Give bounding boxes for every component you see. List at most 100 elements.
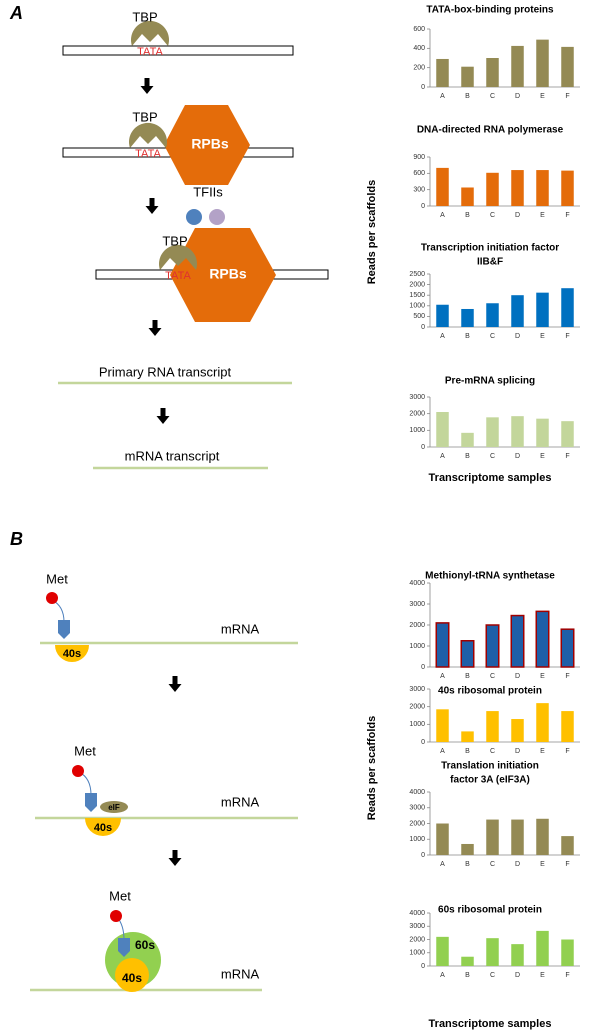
x-tick-label: A <box>440 972 445 979</box>
mrna-label: mRNA <box>221 966 260 981</box>
chart-title: Methionyl-tRNA synthetase <box>425 571 555 582</box>
chart-title: Translation initiation <box>441 761 539 772</box>
rpbs-shape <box>170 228 276 322</box>
bar <box>486 417 499 447</box>
x-tick-label: A <box>440 333 445 340</box>
y-tick-label: 3000 <box>409 394 425 401</box>
y-tick-label: 2000 <box>409 622 425 629</box>
y-tick-label: 400 <box>413 45 425 52</box>
bar <box>511 719 524 742</box>
bar <box>561 939 574 966</box>
bar <box>485 624 500 668</box>
bar <box>560 628 575 668</box>
y-tick-label: 4000 <box>409 580 425 587</box>
bar <box>436 823 449 855</box>
y-tick-label: 1500 <box>409 292 425 299</box>
bar <box>511 45 524 87</box>
x-tick-label: C <box>490 453 495 460</box>
translation-step-1: 40s Met mRNA <box>40 571 298 662</box>
translation-step-3: 40s 60s Met mRNA <box>30 888 262 992</box>
bar <box>436 304 449 327</box>
x-tick-label: C <box>490 673 495 680</box>
y-tick-label: 2000 <box>409 411 425 418</box>
x-tick-label: B <box>465 972 470 979</box>
bar <box>511 944 524 966</box>
arrow <box>140 78 154 94</box>
trna <box>58 620 70 639</box>
bar <box>461 432 474 447</box>
y-tick-label: 2000 <box>409 936 425 943</box>
chart-title: 40s ribosomal protein <box>438 686 542 697</box>
y-tick-label: 200 <box>413 65 425 72</box>
bar <box>436 936 449 966</box>
y-tick-label: 900 <box>413 154 425 161</box>
x-tick-label: A <box>440 861 445 868</box>
trna <box>85 793 97 812</box>
translation-step-2: 40s eIF Met mRNA <box>35 743 298 836</box>
step-1: TBP TATA <box>62 9 294 58</box>
bar <box>461 843 474 855</box>
x-tick-label: A <box>440 93 445 100</box>
x-tick-label: A <box>440 673 445 680</box>
y-tick-label: 2000 <box>409 281 425 288</box>
transcript-label: mRNA transcript <box>125 448 220 463</box>
bar <box>536 39 549 87</box>
x-tick-label: D <box>515 673 520 680</box>
y-tick-label: 1000 <box>409 303 425 310</box>
bar <box>536 170 549 206</box>
chart-title: TATA-box-binding proteins <box>426 5 554 16</box>
y-tick-label: 3000 <box>409 601 425 608</box>
x-tick-label: F <box>565 93 569 100</box>
tata-label: TATA <box>137 46 163 58</box>
bar <box>561 421 574 447</box>
x-tick-label: F <box>565 212 569 219</box>
bar <box>511 170 524 206</box>
x-axis-label: Transcriptome samples <box>429 1018 552 1030</box>
y-tick-label: 600 <box>413 170 425 177</box>
y-tick-label: 300 <box>413 187 425 194</box>
panel-label: A <box>9 3 23 23</box>
x-tick-label: D <box>515 972 520 979</box>
bar <box>536 703 549 742</box>
x-tick-label: E <box>540 861 545 868</box>
y-tick-label: 0 <box>421 852 425 859</box>
x-tick-label: B <box>465 453 470 460</box>
ribosome-40s <box>55 645 89 662</box>
y-tick-label: 500 <box>413 313 425 320</box>
y-tick-label: 1000 <box>409 643 425 650</box>
bar <box>536 818 549 855</box>
bar <box>510 614 525 668</box>
y-tick-label: 4000 <box>409 789 425 796</box>
x-tick-label: D <box>515 861 520 868</box>
eif-shape <box>100 801 128 813</box>
transcript-label: Primary RNA transcript <box>99 364 232 379</box>
y-tick-label: 0 <box>421 963 425 970</box>
bar <box>561 836 574 855</box>
bar <box>435 622 450 668</box>
s40-label: 40s <box>122 971 142 985</box>
tbp-label: TBP <box>132 109 157 124</box>
x-tick-label: B <box>465 673 470 680</box>
chart-title: 60s ribosomal protein <box>438 905 542 916</box>
tata-label: TATA <box>135 148 161 160</box>
x-tick-label: F <box>565 972 569 979</box>
y-tick-label: 0 <box>421 739 425 746</box>
bar <box>561 288 574 327</box>
arrow <box>148 320 162 336</box>
x-tick-label: D <box>515 212 520 219</box>
tbp-shape <box>129 122 168 148</box>
ribosome-40s <box>85 818 121 836</box>
bar <box>511 819 524 855</box>
bar <box>461 187 474 206</box>
met-label: Met <box>74 743 96 758</box>
y-tick-label: 1000 <box>409 427 425 434</box>
bar <box>486 303 499 327</box>
arrow <box>168 850 182 866</box>
x-tick-label: D <box>515 93 520 100</box>
met-label: Met <box>46 571 68 586</box>
panel-label: B <box>10 529 23 549</box>
x-tick-label: E <box>540 212 545 219</box>
x-tick-label: D <box>515 453 520 460</box>
tbp-label: TBP <box>132 9 157 24</box>
chart-title: IIB&F <box>477 257 503 268</box>
